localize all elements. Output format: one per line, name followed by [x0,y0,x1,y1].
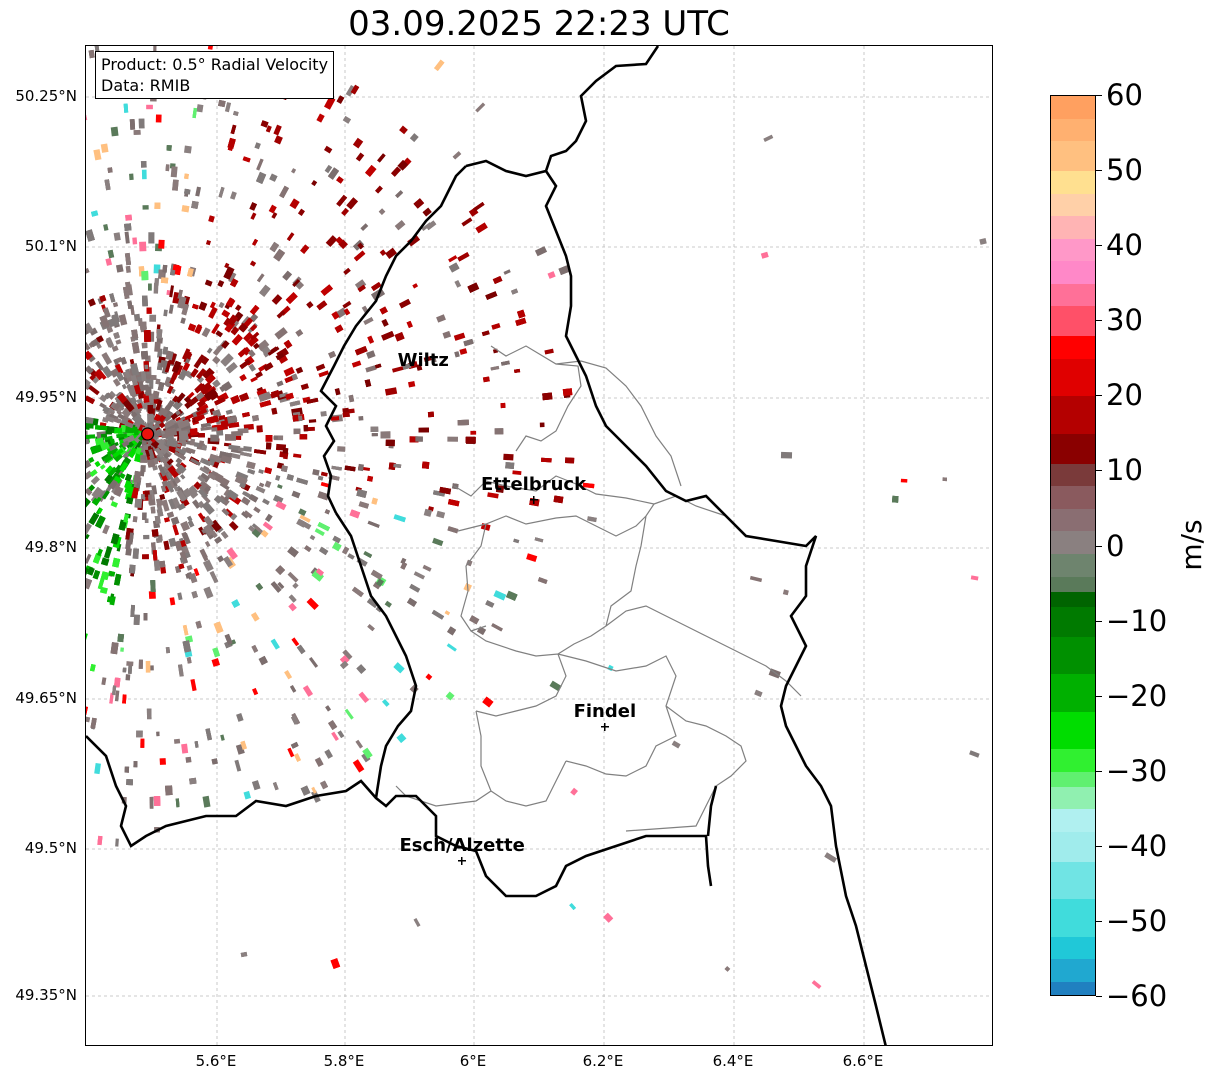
colorbar-tick-label: 10 [1106,453,1143,488]
colorbar-tick [1096,920,1102,922]
colorbar-tick-label: 40 [1106,228,1143,263]
colorbar-band [1051,591,1095,608]
colorbar-tick [1096,170,1102,172]
colorbar-band [1051,749,1095,773]
colorbar-band [1051,771,1095,788]
colorbar-band [1051,959,1095,983]
colorbar-tick [1096,470,1102,472]
colorbar-band [1051,899,1095,938]
colorbar-band [1051,141,1095,172]
colorbar-tick-label: −60 [1106,979,1168,1013]
product-info-box: Product: 0.5° Radial Velocity Data: RMIB [95,51,335,99]
colorbar-band [1051,831,1095,863]
colorbar-band [1051,936,1095,960]
city-marker-icon [529,496,538,505]
city-label: Wiltz [397,350,449,372]
colorbar-tick [1096,245,1102,247]
colorbar-tick [1096,996,1102,997]
colorbar-tick [1096,620,1102,622]
lon-tick-label: 5.8°E [323,1052,365,1070]
colorbar-band [1051,283,1095,307]
colorbar-tick-label: 0 [1106,528,1125,563]
colorbar-tick-label: 50 [1106,153,1143,188]
colorbar-tick-label: −20 [1106,678,1168,713]
colorbar-band [1051,508,1095,532]
colorbar-band [1051,216,1095,240]
colorbar-band [1051,861,1095,900]
lat-tick-label: 49.65°N [15,689,77,707]
colorbar-band [1051,531,1095,555]
radar-echoes [86,46,987,990]
colorbar-band [1051,96,1095,120]
velocity-colorbar [1050,95,1096,996]
colorbar-band [1051,809,1095,833]
radar-site-marker [140,427,155,441]
colorbar-band [1051,576,1095,593]
city-label: Ettelbruck [480,474,587,496]
colorbar-tick [1096,95,1102,96]
gridlines [86,46,992,1045]
canton-borders [395,345,802,832]
colorbar-tick-label: −10 [1106,603,1168,638]
colorbar-tick [1096,395,1102,397]
colorbar-tick [1096,545,1102,547]
colorbar-tick-label: 20 [1106,378,1143,413]
lon-tick-label: 6.2°E [582,1052,624,1070]
colorbar-tick [1096,695,1102,697]
map-canvas [86,46,992,1045]
colorbar-band [1051,261,1095,285]
borders [86,46,887,1045]
lat-tick-label: 49.8°N [24,538,77,556]
colorbar-unit-label: m/s [1175,519,1207,571]
city-marker-icon [600,723,609,732]
lat-tick-label: 49.35°N [15,986,77,1004]
colorbar-tick-label: 30 [1106,303,1143,338]
lat-tick-label: 49.5°N [24,839,77,857]
colorbar-band [1051,306,1095,337]
colorbar-band [1051,433,1095,465]
lon-tick-label: 6.4°E [712,1052,754,1070]
city-marker-icon [458,857,467,866]
lon-tick-label: 6.6°E [842,1052,884,1070]
colorbar-band [1051,358,1095,397]
radar-map[interactable]: Wiltz Ettelbruck Findel Esch/Alzette [85,45,993,1046]
colorbar-band [1051,554,1095,578]
colorbar-band [1051,463,1095,487]
country-border-main [86,46,887,1045]
lon-tick-label: 6°E [459,1052,487,1070]
colorbar-band [1051,238,1095,262]
colorbar-band [1051,118,1095,142]
city-label: Esch/Alzette [399,835,525,857]
product-label: Product: 0.5° Radial Velocity [101,55,329,74]
lat-tick-label: 49.95°N [15,388,77,406]
data-source-label: Data: RMIB [101,76,191,95]
colorbar-band [1051,486,1095,510]
colorbar-band [1051,396,1095,435]
lat-tick-label: 50.25°N [15,87,77,105]
colorbar-band [1051,336,1095,360]
colorbar-band [1051,171,1095,195]
colorbar-band [1051,711,1095,750]
colorbar-tick [1096,845,1102,847]
colorbar-band [1051,674,1095,713]
colorbar-tick-label: −50 [1106,903,1168,938]
lat-tick-label: 50.1°N [24,237,77,255]
lon-tick-label: 5.6°E [195,1052,237,1070]
map-title: 03.09.2025 22:23 UTC [348,4,730,44]
colorbar-tick-label: −30 [1106,753,1168,788]
colorbar-band [1051,981,1095,995]
colorbar-tick-label: −40 [1106,828,1168,863]
colorbar-tick [1096,770,1102,772]
colorbar-band [1051,786,1095,810]
colorbar-tick [1096,320,1102,322]
colorbar-tick-label: 60 [1106,78,1143,112]
colorbar-band [1051,606,1095,638]
colorbar-band [1051,636,1095,675]
colorbar-band [1051,193,1095,217]
city-label: Findel [573,701,637,723]
